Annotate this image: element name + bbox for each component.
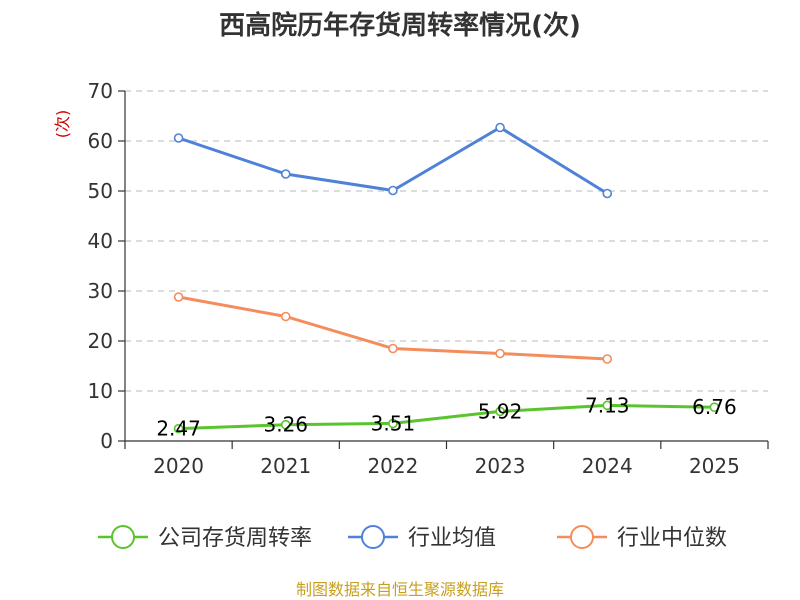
data-point-2	[388, 343, 398, 354]
data-labels: 2.47 3.26 3.51 5.92 7.13 6.76	[156, 393, 736, 440]
source-note: 制图数据来自恒生聚源数据库	[296, 580, 504, 599]
data-label: 6.76	[692, 395, 737, 419]
data-label: 3.26	[263, 413, 308, 437]
data-label: 7.13	[585, 393, 630, 417]
data-point-0	[709, 402, 720, 413]
data-point-0	[280, 419, 291, 430]
data-point-1	[495, 122, 505, 133]
chart-title: 西高院历年存货周转率情况(次)	[219, 10, 581, 41]
data-point-0	[602, 400, 613, 411]
data-point-1	[388, 185, 398, 196]
grid-lines	[125, 90, 768, 392]
legend-marker	[111, 525, 135, 549]
data-point-1	[173, 133, 184, 143]
y-axis-label: (次)	[53, 110, 72, 139]
legend-label: 公司存货周转率	[158, 526, 312, 551]
axes	[118, 90, 769, 449]
data-point-2	[280, 311, 291, 322]
x-tick-label: 2024	[582, 454, 633, 478]
data-point-1	[280, 169, 291, 179]
legend-label: 行业中位数	[617, 526, 727, 551]
x-tick-label: 2022	[367, 454, 418, 478]
data-point-0	[388, 418, 398, 429]
series-line-1	[178, 126, 609, 195]
legend-marker	[361, 525, 385, 549]
data-label: 2.47	[156, 417, 201, 441]
data-point-0	[495, 406, 505, 417]
data-point-2	[602, 354, 613, 364]
legend: 公司存货周转率 行业均值 行业中位数	[98, 525, 727, 551]
x-tick-label: 2021	[260, 454, 311, 478]
legend-item-1: 行业均值	[348, 525, 496, 551]
y-tick-label: 60	[88, 129, 113, 153]
y-tick-label: 70	[88, 79, 113, 103]
series-line-0	[178, 403, 715, 431]
y-tick-label: 50	[88, 179, 113, 203]
series-lines	[173, 122, 720, 434]
y-tick-label: 10	[88, 379, 113, 403]
data-label: 5.92	[478, 399, 523, 423]
y-tick-label: 0	[100, 429, 113, 453]
x-tick-label: 2025	[689, 454, 740, 478]
y-tick-label: 30	[88, 279, 113, 303]
x-tick-label: 2023	[475, 454, 526, 478]
data-point-2	[173, 292, 184, 302]
data-label: 3.51	[371, 411, 416, 435]
legend-item-2: 行业中位数	[557, 525, 727, 551]
y-tick-label: 40	[88, 229, 113, 253]
x-tick-label: 2020	[153, 454, 204, 478]
data-point-0	[173, 423, 184, 434]
legend-item-0: 公司存货周转率	[98, 525, 312, 551]
tick-labels: 0 10 20 30 40 50 60 70 2020 2021 2022 2023 2024 2025	[88, 79, 740, 478]
y-tick-label: 20	[88, 329, 113, 353]
legend-label: 行业均值	[408, 526, 496, 551]
data-point-1	[602, 188, 613, 199]
data-point-2	[495, 348, 505, 359]
legend-marker	[570, 525, 594, 549]
